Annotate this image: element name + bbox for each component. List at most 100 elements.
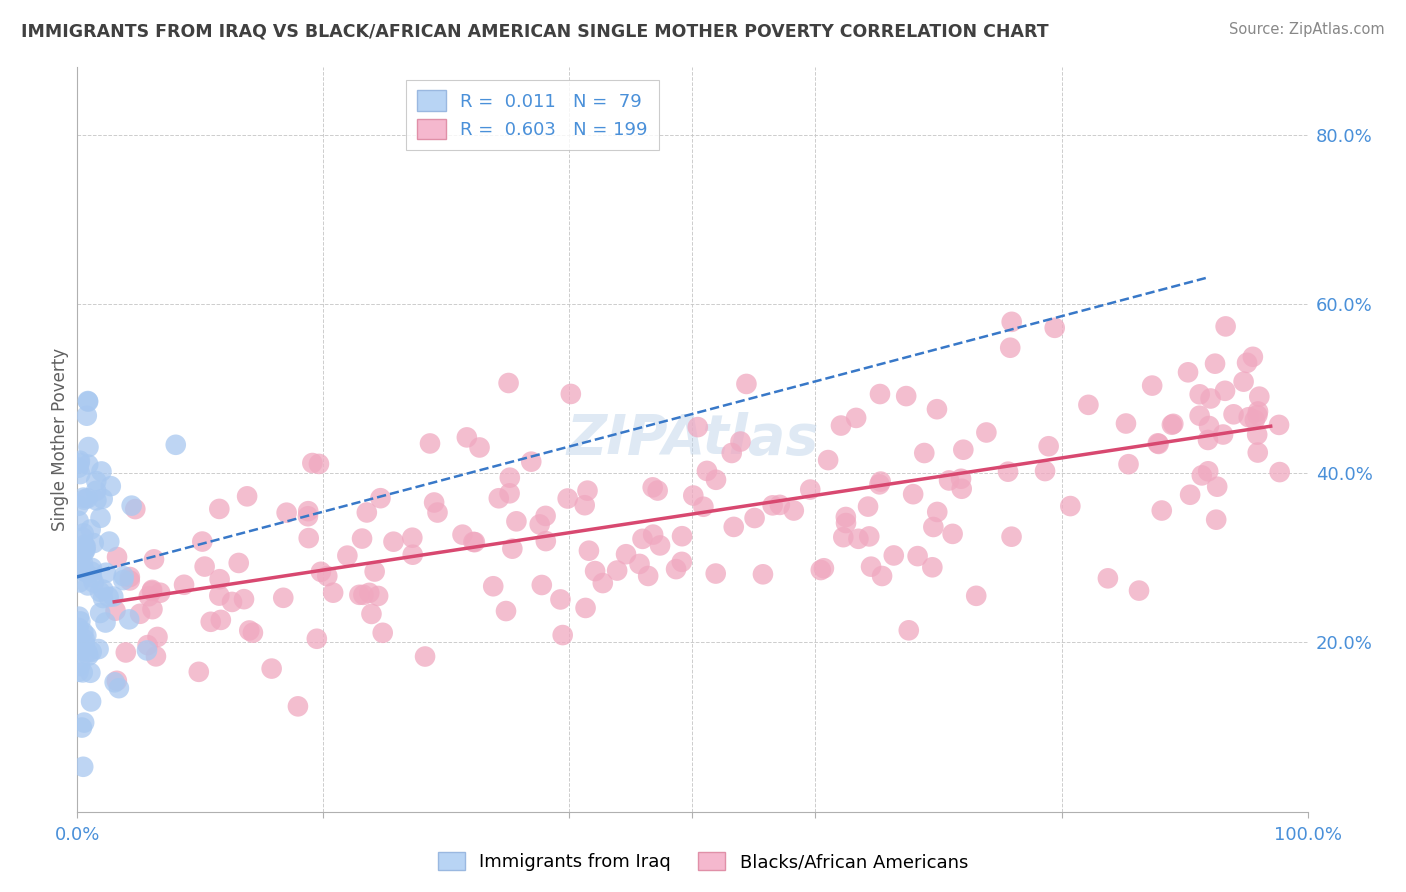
- Point: [845, 411, 868, 425]
- Point: [301, 456, 323, 470]
- Point: [69, 556, 91, 570]
- Point: [80, 561, 103, 575]
- Point: [349, 588, 371, 602]
- Point: [83, 536, 105, 550]
- Point: [402, 548, 425, 562]
- Point: [89, 584, 111, 599]
- Y-axis label: Single Mother Poverty: Single Mother Poverty: [51, 348, 69, 531]
- Point: [901, 487, 924, 501]
- Point: [84, 474, 107, 488]
- Point: [370, 491, 392, 506]
- Point: [86, 493, 108, 508]
- Point: [76, 394, 98, 409]
- Point: [89, 510, 111, 524]
- Point: [165, 438, 187, 452]
- Point: [1128, 583, 1150, 598]
- Point: [1249, 390, 1271, 404]
- Point: [67, 460, 90, 475]
- Point: [69, 658, 91, 673]
- Point: [191, 534, 214, 549]
- Point: [896, 389, 918, 403]
- Point: [1043, 321, 1066, 335]
- Point: [720, 446, 742, 460]
- Point: [1197, 464, 1219, 478]
- Point: [925, 402, 948, 417]
- Point: [810, 563, 832, 577]
- Point: [91, 491, 114, 506]
- Point: [413, 649, 436, 664]
- Point: [419, 436, 441, 450]
- Point: [67, 665, 90, 679]
- Point: [1160, 417, 1182, 432]
- Point: [488, 491, 510, 506]
- Point: [371, 625, 394, 640]
- Point: [297, 509, 319, 524]
- Point: [830, 418, 852, 433]
- Point: [520, 455, 543, 469]
- Point: [1198, 419, 1220, 434]
- Point: [105, 673, 128, 688]
- Point: [1115, 417, 1137, 431]
- Point: [233, 592, 256, 607]
- Point: [1215, 319, 1237, 334]
- Point: [97, 590, 120, 604]
- Point: [108, 681, 131, 695]
- Point: [1204, 357, 1226, 371]
- Point: [80, 694, 103, 708]
- Point: [70, 642, 93, 657]
- Point: [401, 531, 423, 545]
- Point: [363, 565, 385, 579]
- Point: [1077, 398, 1099, 412]
- Point: [236, 489, 259, 503]
- Point: [149, 586, 172, 600]
- Point: [359, 586, 381, 600]
- Point: [950, 472, 973, 486]
- Point: [98, 534, 121, 549]
- Point: [173, 578, 195, 592]
- Point: [534, 534, 557, 549]
- Point: [138, 589, 160, 603]
- Point: [671, 529, 693, 543]
- Point: [118, 570, 141, 584]
- Point: [72, 531, 94, 545]
- Point: [1033, 464, 1056, 478]
- Point: [1188, 409, 1211, 423]
- Point: [73, 715, 96, 730]
- Point: [298, 531, 321, 545]
- Point: [242, 625, 264, 640]
- Point: [118, 612, 141, 626]
- Point: [69, 456, 91, 470]
- Point: [271, 591, 294, 605]
- Point: [1177, 365, 1199, 379]
- Point: [73, 541, 96, 556]
- Point: [1243, 413, 1265, 427]
- Point: [1222, 407, 1244, 421]
- Point: [77, 440, 100, 454]
- Point: [686, 420, 709, 434]
- Point: [143, 552, 166, 566]
- Point: [76, 578, 98, 592]
- Point: [1097, 571, 1119, 585]
- Point: [70, 721, 93, 735]
- Point: [870, 569, 893, 583]
- Point: [1147, 437, 1170, 451]
- Point: [67, 609, 90, 624]
- Point: [141, 584, 163, 599]
- Point: [744, 511, 766, 525]
- Point: [75, 540, 97, 554]
- Point: [704, 473, 727, 487]
- Point: [907, 549, 929, 563]
- Point: [1000, 341, 1022, 355]
- Point: [83, 575, 105, 590]
- Point: [105, 549, 128, 564]
- Point: [704, 566, 727, 581]
- Point: [79, 523, 101, 537]
- Point: [77, 394, 100, 409]
- Text: IMMIGRANTS FROM IRAQ VS BLACK/AFRICAN AMERICAN SINGLE MOTHER POVERTY CORRELATION: IMMIGRANTS FROM IRAQ VS BLACK/AFRICAN AM…: [21, 22, 1049, 40]
- Point: [121, 499, 143, 513]
- Point: [501, 541, 523, 556]
- Point: [456, 430, 478, 444]
- Point: [91, 591, 114, 605]
- Point: [752, 567, 775, 582]
- Point: [103, 590, 125, 604]
